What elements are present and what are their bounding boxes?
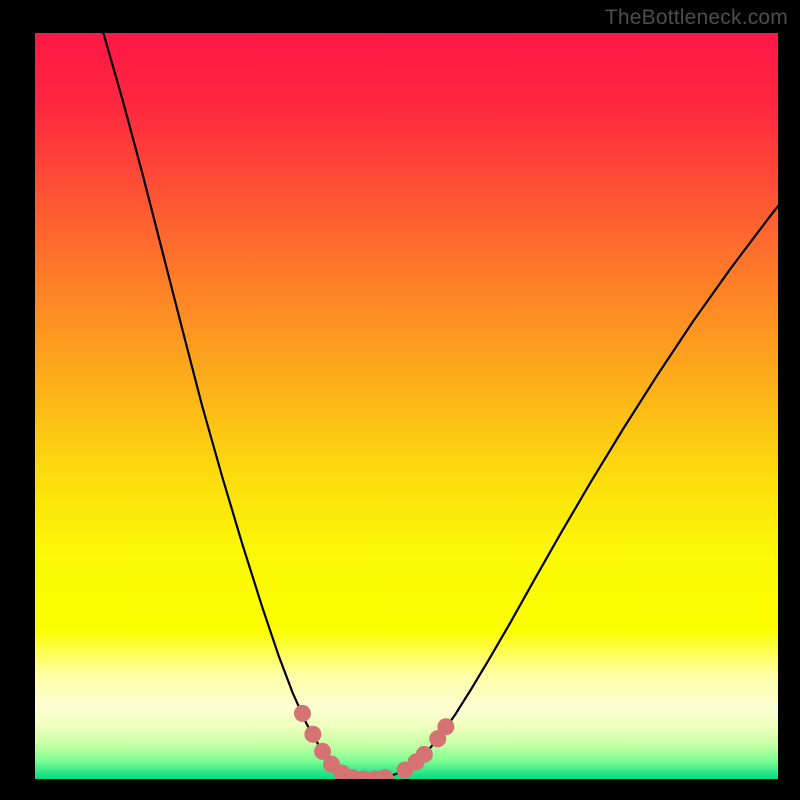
watermark-text: TheBottleneck.com xyxy=(605,6,788,30)
marker-point xyxy=(438,719,454,735)
marker-point xyxy=(294,705,310,721)
marker-point xyxy=(305,726,321,742)
chart-frame: TheBottleneck.com xyxy=(0,0,800,800)
gradient-background xyxy=(35,33,778,779)
marker-point xyxy=(416,746,432,762)
plot-svg xyxy=(35,33,778,779)
plot-area xyxy=(35,33,778,779)
